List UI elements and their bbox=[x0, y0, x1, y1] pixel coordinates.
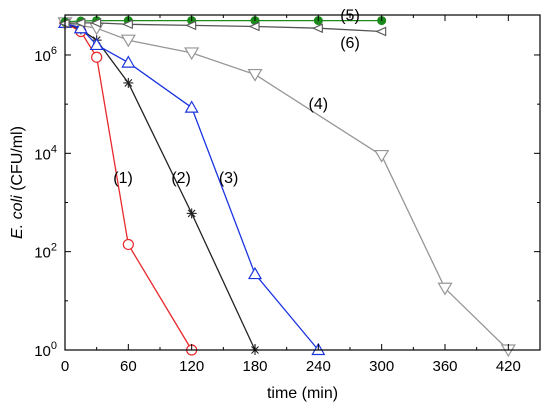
curve-label-4: (4) bbox=[309, 96, 329, 113]
series-3-point bbox=[184, 100, 199, 113]
y-tick-label: 106 bbox=[34, 45, 57, 65]
series-4-line bbox=[64, 22, 509, 351]
series-4-point bbox=[437, 282, 453, 296]
series-3-line bbox=[64, 22, 319, 351]
series-6-point bbox=[90, 18, 102, 28]
series-3 bbox=[57, 15, 326, 356]
x-tick-label: 240 bbox=[306, 358, 331, 375]
x-tick-label: 180 bbox=[242, 358, 267, 375]
series-6-point bbox=[248, 21, 260, 32]
y-axis-title: E. coli (CFU/ml) bbox=[9, 126, 26, 239]
y-tick-label: 104 bbox=[34, 143, 57, 163]
axes: 0 60 120 180 240 300 360 420 100 102 104 106 bbox=[34, 14, 541, 375]
series-4-point bbox=[247, 68, 263, 82]
series-4-point bbox=[374, 149, 390, 163]
x-tick-label: 0 bbox=[61, 358, 69, 375]
series-1-point bbox=[91, 51, 103, 63]
annotations: (1) (2) (3)(4)(5)(6) bbox=[113, 8, 360, 187]
asterisk-stroke bbox=[187, 209, 196, 218]
curve-label-6: (6) bbox=[340, 35, 360, 52]
series-5 bbox=[60, 16, 387, 27]
curve-label-2: (2) bbox=[171, 170, 191, 187]
series-4-point bbox=[120, 34, 136, 48]
plot-frame bbox=[64, 14, 541, 351]
x-tick-label: 120 bbox=[179, 358, 204, 375]
y-axis-title-rest: (CFU/ml) bbox=[9, 126, 26, 195]
series-1-point bbox=[122, 238, 134, 251]
curve-label-3: (3) bbox=[219, 170, 239, 187]
curve-label-1: (1) bbox=[113, 170, 133, 187]
series-3-point bbox=[73, 21, 88, 34]
series-1 bbox=[59, 17, 198, 356]
x-tick-label: 360 bbox=[432, 358, 457, 375]
series-6-point bbox=[311, 23, 323, 34]
series-6-point bbox=[375, 26, 387, 37]
series-6 bbox=[58, 18, 387, 37]
series-layer bbox=[57, 15, 516, 358]
series-2-point bbox=[123, 77, 134, 88]
series-4-point bbox=[184, 47, 200, 61]
series-3-point bbox=[247, 266, 263, 280]
x-tick-label: 420 bbox=[496, 358, 521, 375]
x-axis-title: time (min) bbox=[267, 385, 338, 402]
series-6-point bbox=[74, 18, 86, 28]
y-axis-title-italic: E. coli bbox=[9, 195, 26, 239]
series-6-point bbox=[185, 20, 197, 31]
x-tick-label: 300 bbox=[369, 358, 394, 375]
series-6-line bbox=[64, 22, 382, 33]
series-2-point bbox=[186, 208, 197, 219]
series-3-point bbox=[121, 55, 136, 68]
series-4 bbox=[57, 17, 516, 358]
y-tick-label: 102 bbox=[34, 242, 57, 262]
y-tick-label: 100 bbox=[34, 340, 57, 360]
x-tick-label: 60 bbox=[120, 358, 137, 375]
series-3-point bbox=[89, 37, 104, 51]
asterisk-stroke bbox=[124, 79, 133, 87]
series-5-line bbox=[64, 19, 382, 23]
series-6-point bbox=[121, 19, 133, 30]
